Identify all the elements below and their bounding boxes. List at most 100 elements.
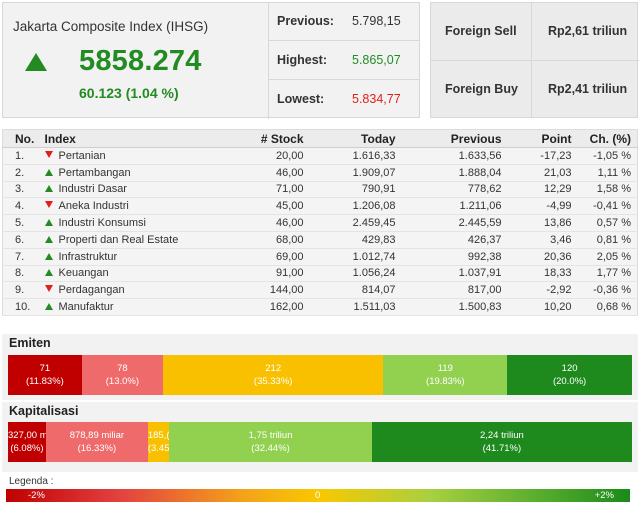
row-stock: 91,00	[247, 265, 310, 283]
up-triangle-icon	[44, 252, 53, 260]
row-index-cell: Aneka Industri	[42, 197, 248, 216]
row-point: -4,99	[507, 197, 578, 216]
header-today[interactable]: Today	[309, 129, 402, 148]
stat-previous: Previous: 5.798,15	[269, 3, 420, 41]
bar-segment[interactable]: 185,( (3.45	[147, 422, 170, 462]
row-number: 4.	[2, 197, 43, 216]
header-index[interactable]: Index	[42, 129, 248, 148]
up-triangle-icon	[44, 269, 53, 277]
table-row[interactable]: 1. Pertanian 20,00 1.616,33 1.633,56 -17,23 -1…	[2, 147, 638, 165]
bar-segment[interactable]: 212 (35.33%)	[162, 355, 384, 395]
stat-label: Previous:	[277, 14, 334, 28]
emiten-bar: 71 (11.83%) 78 (13.0%) 212 (35.33%) 119 (19.83%…	[8, 355, 632, 395]
table-row[interactable]: 10. Manufaktur 162,00 1.511,03 1.500,83 10,20…	[2, 298, 638, 316]
row-change: -0,36 %	[577, 281, 638, 300]
up-triangle-icon	[44, 168, 53, 176]
row-index-cell: Industri Dasar	[42, 181, 248, 199]
row-number: 5.	[2, 214, 43, 232]
segment-value: 2,24 triliun	[479, 430, 524, 441]
segment-percent: (35.33%)	[253, 376, 293, 387]
down-triangle-icon	[44, 150, 53, 158]
row-today: 2.459,45	[309, 214, 402, 232]
header-previous[interactable]: Previous	[401, 129, 508, 148]
row-previous: 992,38	[401, 248, 508, 266]
bar-segment[interactable]: 119 (19.83%)	[383, 355, 508, 395]
emiten-section: Emiten 71 (11.83%) 78 (13.0%) 212 (35.33%) 119…	[2, 334, 638, 400]
segment-value: 78	[117, 363, 128, 374]
table-body: 1. Pertanian 20,00 1.616,33 1.633,56 -17,23 -1…	[2, 147, 638, 316]
row-change: 0,81 %	[577, 231, 638, 249]
row-previous: 1.500,83	[401, 298, 508, 316]
row-index-name: Pertanian	[58, 149, 106, 162]
header-no[interactable]: No.	[2, 129, 43, 148]
segment-percent: (3.45	[147, 443, 170, 454]
ihsg-title: Jakarta Composite Index (IHSG)	[13, 19, 209, 34]
row-today: 1.012,74	[309, 248, 402, 266]
row-number: 2.	[2, 164, 43, 182]
row-index-cell: Keuangan	[42, 265, 248, 283]
bar-segment[interactable]: 2,24 triliun (41.71%)	[371, 422, 633, 462]
kapitalisasi-title: Kapitalisasi	[9, 404, 79, 418]
stat-value: 5.865,07	[352, 53, 401, 67]
row-number: 9.	[2, 281, 43, 300]
header-stock[interactable]: # Stock	[247, 129, 310, 148]
segment-percent: (11.83%)	[25, 376, 64, 387]
bar-segment[interactable]: 327,00 m (6.08%)	[8, 422, 46, 462]
table-row[interactable]: 9. Perdagangan 144,00 814,07 817,00 -2,92 -0,3…	[2, 281, 638, 300]
row-index-name: Aneka Industri	[58, 200, 129, 213]
foreign-sell-row: Foreign Sell Rp2,61 triliun	[431, 3, 639, 60]
row-point: 3,46	[507, 231, 578, 249]
row-today: 1.056,24	[309, 265, 402, 283]
row-change: -1,05 %	[577, 147, 638, 165]
row-stock: 46,00	[247, 214, 310, 232]
row-point: 12,29	[507, 181, 578, 199]
ihsg-summary: Jakarta Composite Index (IHSG) 5858.274 …	[3, 3, 248, 119]
table-row[interactable]: 8. Keuangan 91,00 1.056,24 1.037,91 18,33 1,77…	[2, 265, 638, 283]
row-previous: 1.211,06	[401, 197, 508, 216]
sector-index-table: No. Index # Stock Today Previous Point C…	[2, 129, 638, 316]
ihsg-change: 60.123 (1.04 %)	[79, 85, 179, 101]
bar-segment[interactable]: 71 (11.83%)	[8, 355, 82, 395]
kapitalisasi-section: Kapitalisasi 327,00 m (6.08%) 878,89 milia…	[2, 402, 638, 472]
stat-lowest: Lowest: 5.834,77	[269, 81, 420, 119]
segment-value: 878,89 miliar	[69, 430, 125, 441]
legend-gradient-bar: -2% 0 +2%	[6, 489, 630, 502]
segment-percent: (20.0%)	[552, 376, 587, 387]
row-point: -2,92	[507, 281, 578, 300]
foreign-value: Rp2,61 triliun	[548, 24, 628, 38]
row-previous: 2.445,59	[401, 214, 508, 232]
down-triangle-icon	[44, 201, 53, 209]
row-today: 814,07	[309, 281, 402, 300]
table-header-row: No. Index # Stock Today Previous Point C…	[2, 129, 638, 148]
foreign-label: Foreign Buy	[445, 82, 518, 96]
legend-title: Legenda :	[9, 476, 54, 487]
table-row[interactable]: 2. Pertambangan 46,00 1.909,07 1.888,04 21,03…	[2, 164, 638, 182]
ihsg-stats: Previous: 5.798,15 Highest: 5.865,07 Low…	[268, 3, 420, 119]
row-number: 3.	[2, 181, 43, 199]
row-stock: 46,00	[247, 164, 310, 182]
table-row[interactable]: 7. Infrastruktur 69,00 1.012,74 992,38 20,36 2…	[2, 248, 638, 266]
segment-percent: (13.0%)	[105, 376, 140, 387]
header-change[interactable]: Ch. (%)	[577, 129, 638, 148]
bar-segment[interactable]: 878,89 miliar (16.33%)	[45, 422, 148, 462]
row-point: 13,86	[507, 214, 578, 232]
row-number: 8.	[2, 265, 43, 283]
up-triangle-icon	[44, 303, 53, 311]
bar-segment[interactable]: 78 (13.0%)	[81, 355, 163, 395]
segment-value: 212	[265, 363, 282, 374]
table-row[interactable]: 3. Industri Dasar 71,00 790,91 778,62 12,29 1,…	[2, 181, 638, 199]
table-row[interactable]: 6. Properti dan Real Estate 68,00 429,83 426…	[2, 231, 638, 249]
table-row[interactable]: 4. Aneka Industri 45,00 1.206,08 1.211,06 -4,…	[2, 197, 638, 216]
header-point[interactable]: Point	[507, 129, 578, 148]
row-index-cell: Manufaktur	[42, 298, 248, 316]
segment-value: 185,(	[147, 430, 170, 441]
row-previous: 1.888,04	[401, 164, 508, 182]
row-stock: 71,00	[247, 181, 310, 199]
row-index-name: Industri Konsumsi	[58, 217, 146, 230]
row-index-name: Infrastruktur	[58, 250, 118, 263]
table-row[interactable]: 5. Industri Konsumsi 46,00 2.459,45 2.445,59…	[2, 214, 638, 232]
bar-segment[interactable]: 1,75 triliun (32.44%)	[169, 422, 372, 462]
bar-segment[interactable]: 120 (20.0%)	[507, 355, 632, 395]
row-index-cell: Perdagangan	[42, 281, 248, 300]
row-index-cell: Pertanian	[42, 147, 248, 165]
